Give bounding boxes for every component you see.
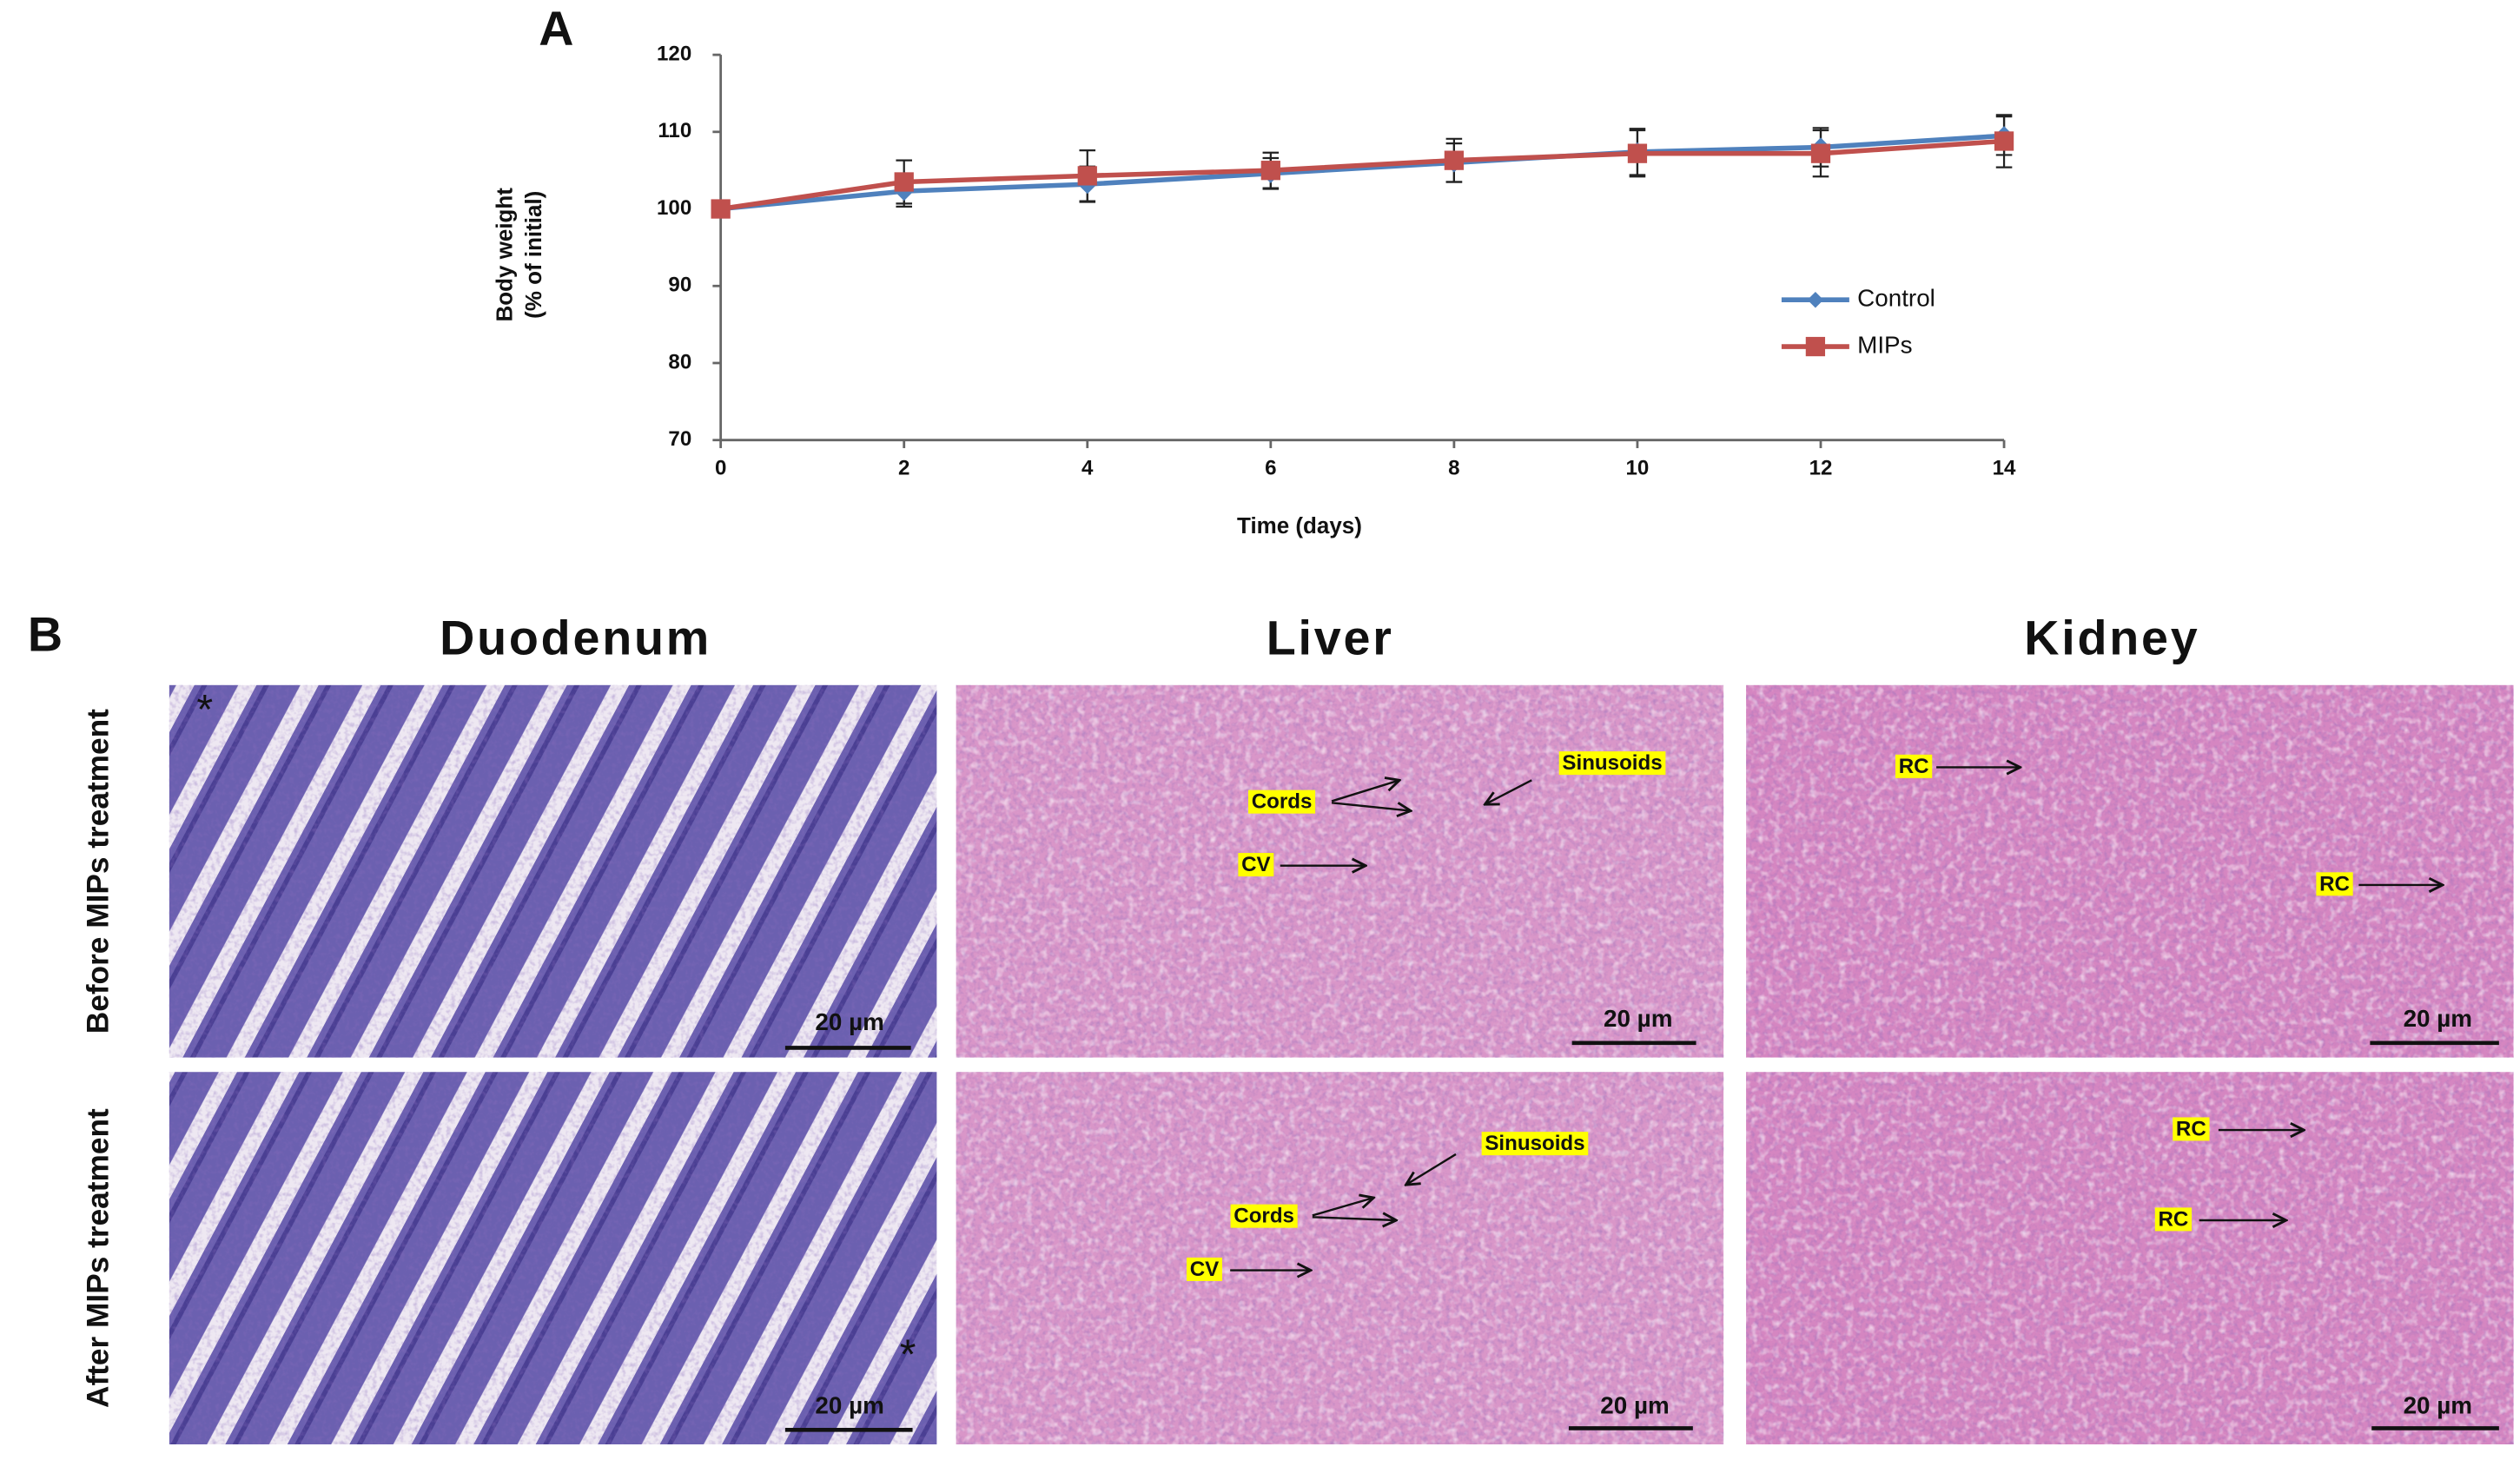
legend-label: MIPs bbox=[1857, 331, 1912, 358]
x-tick-label: 4 bbox=[1081, 456, 1094, 479]
micrograph bbox=[956, 684, 1724, 1058]
x-tick-label: 10 bbox=[1626, 456, 1650, 479]
micrograph bbox=[1746, 684, 2514, 1058]
annotation-arrow bbox=[1331, 802, 1411, 810]
scale-bar-label: 20 µm bbox=[2404, 1005, 2472, 1032]
annotation-highlight bbox=[1558, 751, 1666, 776]
scale-bar-label: 20 µm bbox=[815, 1008, 883, 1035]
tissue-texture bbox=[169, 1072, 937, 1444]
x-tick-label: 2 bbox=[898, 456, 909, 479]
panel-label: B bbox=[28, 608, 63, 662]
annotation-arrow bbox=[1312, 1198, 1374, 1217]
annotation: Sinusoids bbox=[1485, 1132, 1584, 1155]
legend-marker bbox=[1805, 336, 1826, 357]
marker bbox=[894, 172, 914, 192]
y-tick-label: 120 bbox=[657, 42, 691, 65]
scale-bar-label: 20 µm bbox=[2404, 1392, 2472, 1419]
annotation-highlight bbox=[2154, 1207, 2193, 1232]
annotation: CV bbox=[1241, 853, 1270, 876]
annotation-highlight bbox=[1238, 853, 1274, 877]
panel-label: A bbox=[539, 2, 573, 56]
tissue-lumen bbox=[1746, 684, 2514, 1058]
annotation: RC bbox=[2159, 1207, 2189, 1231]
y-tick-label: 100 bbox=[657, 196, 691, 220]
scale-bar-label: 20 µm bbox=[1600, 1392, 1669, 1419]
x-axis-title: Time (days) bbox=[1237, 512, 1362, 538]
annotation: Cords bbox=[1252, 790, 1313, 814]
annotation: * bbox=[900, 1331, 916, 1378]
annotation-arrow bbox=[1312, 1217, 1397, 1220]
scale-bar-label: 20 µm bbox=[815, 1392, 883, 1419]
x-tick-label: 14 bbox=[1993, 456, 2016, 479]
series-line bbox=[720, 138, 2005, 212]
tissue-texture bbox=[169, 684, 937, 1058]
y-tick-label: 90 bbox=[668, 274, 691, 297]
marker bbox=[1627, 143, 1648, 163]
marker bbox=[1810, 143, 1831, 163]
annotation: RC bbox=[2176, 1117, 2206, 1140]
annotation: Cords bbox=[1234, 1205, 1294, 1228]
annotation: * bbox=[196, 686, 213, 733]
y-axis-title: Body weight bbox=[492, 188, 518, 322]
annotation-highlight bbox=[1248, 789, 1316, 814]
column-title: Liver bbox=[1267, 611, 1394, 664]
micrograph bbox=[1746, 1072, 2514, 1444]
micrograph bbox=[169, 1072, 937, 1444]
column-title: Duodenum bbox=[440, 611, 711, 664]
series-line bbox=[720, 133, 2005, 212]
micrograph bbox=[956, 1072, 1724, 1444]
annotation: RC bbox=[2319, 872, 2350, 895]
annotation-highlight bbox=[2173, 1117, 2210, 1141]
marker bbox=[1260, 161, 1280, 181]
annotation-highlight bbox=[2316, 872, 2353, 896]
x-tick-label: 0 bbox=[715, 456, 726, 479]
tissue-lumen bbox=[956, 1072, 1724, 1444]
y-tick-label: 80 bbox=[668, 350, 691, 373]
row-title: After MIPs treatment bbox=[81, 1108, 115, 1408]
tissue-lumen bbox=[956, 684, 1724, 1058]
tissue-lumen bbox=[1746, 1072, 2514, 1444]
annotation-highlight bbox=[1481, 1132, 1589, 1156]
column-title: Kidney bbox=[2024, 611, 2199, 664]
marker bbox=[1077, 166, 1097, 186]
annotation: Sinusoids bbox=[1562, 751, 1662, 775]
y-tick-label: 110 bbox=[658, 119, 691, 142]
annotation-highlight bbox=[1187, 1257, 1222, 1281]
row-title: Before MIPs treatment bbox=[81, 709, 115, 1034]
x-tick-label: 12 bbox=[1809, 456, 1833, 479]
marker bbox=[711, 199, 731, 219]
annotation-arrow bbox=[1485, 779, 1532, 804]
marker bbox=[1444, 150, 1465, 170]
legend-label: Control bbox=[1857, 285, 1935, 312]
x-tick-label: 8 bbox=[1448, 456, 1459, 479]
scale-bar-label: 20 µm bbox=[1604, 1005, 1672, 1032]
y-axis-title: (% of initial) bbox=[520, 191, 546, 319]
y-tick-label: 70 bbox=[668, 427, 691, 451]
annotation-highlight bbox=[1230, 1204, 1298, 1228]
annotation-highlight bbox=[1895, 754, 1933, 778]
annotation: CV bbox=[1190, 1258, 1219, 1281]
marker bbox=[1994, 131, 2014, 151]
annotation-arrow bbox=[1406, 1153, 1457, 1185]
x-tick-label: 6 bbox=[1265, 456, 1276, 479]
annotation: RC bbox=[1899, 755, 1929, 778]
annotation-arrow bbox=[1331, 780, 1399, 803]
micrograph bbox=[169, 684, 937, 1058]
legend-marker bbox=[1807, 291, 1824, 308]
